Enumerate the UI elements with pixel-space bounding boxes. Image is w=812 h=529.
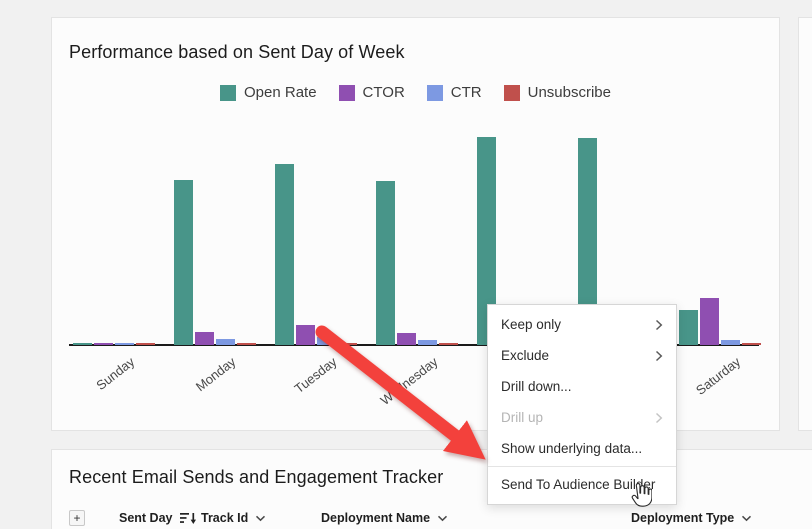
- bar-unsubscribe-monday[interactable]: [237, 343, 256, 345]
- bar-unsubscribe-sunday[interactable]: [136, 343, 155, 345]
- add-column-button[interactable]: +: [69, 510, 85, 526]
- legend-label: CTOR: [362, 84, 405, 101]
- column-header-track-id[interactable]: Track Id: [201, 511, 266, 525]
- column-header-deployment-name[interactable]: Deployment Name: [321, 511, 448, 525]
- bar-ctr-saturday[interactable]: [721, 340, 740, 345]
- column-label: Deployment Type: [631, 511, 735, 525]
- menu-item-label: Exclude: [501, 348, 550, 363]
- menu-item-send-to-audience-builder[interactable]: Send To Audience Builder: [488, 469, 676, 500]
- submenu-chevron-right-icon: [655, 319, 663, 331]
- x-axis-label-monday: Monday: [192, 354, 239, 395]
- legend-swatch-icon: [426, 84, 443, 101]
- menu-item-label: Drill up: [501, 410, 544, 425]
- legend-label: CTR: [450, 84, 482, 101]
- bar-open-rate-friday[interactable]: [578, 138, 597, 345]
- legend-label: Open Rate: [244, 84, 317, 101]
- hand-pointer-cursor: [631, 483, 652, 507]
- menu-item-show-underlying-data[interactable]: Show underlying data...: [488, 433, 676, 464]
- bar-open-rate-monday[interactable]: [174, 180, 193, 345]
- bar-group-sunday: [73, 343, 155, 345]
- bar-open-rate-wednesday[interactable]: [376, 181, 395, 345]
- chart-card: Performance based on Sent Day of Week Op…: [51, 17, 780, 431]
- column-header-sent-day[interactable]: Sent Day: [119, 511, 197, 525]
- menu-item-label: Drill down...: [501, 379, 572, 394]
- legend-swatch-icon: [220, 84, 236, 101]
- bar-group-saturday: [679, 298, 761, 345]
- menu-item-drill-up: Drill up: [488, 402, 676, 433]
- context-menu: Keep only Exclude Drill down... Drill up Sho…: [487, 304, 677, 505]
- submenu-chevron-right-icon: [655, 412, 663, 424]
- red-annotation-arrow: [315, 325, 486, 460]
- legend-label: Unsubscribe: [527, 84, 611, 101]
- x-axis-line: [69, 344, 759, 346]
- bar-open-rate-saturday[interactable]: [679, 310, 698, 345]
- bar-ctor-tuesday[interactable]: [296, 325, 315, 345]
- legend-item-open-rate[interactable]: Open Rate: [220, 84, 317, 101]
- menu-item-keep-only[interactable]: Keep only: [488, 309, 676, 340]
- menu-item-drill-down[interactable]: Drill down...: [488, 371, 676, 402]
- bar-ctor-wednesday[interactable]: [397, 333, 416, 345]
- column-label: Track Id: [201, 511, 249, 525]
- menu-item-exclude[interactable]: Exclude: [488, 340, 676, 371]
- bar-ctr-wednesday[interactable]: [418, 340, 437, 345]
- legend-item-ctr[interactable]: CTR: [426, 84, 482, 101]
- legend-swatch-icon: [503, 84, 520, 101]
- legend-item-ctor[interactable]: CTOR: [338, 84, 405, 101]
- bar-ctr-monday[interactable]: [216, 339, 235, 345]
- legend-swatch-icon: [338, 84, 355, 101]
- bar-ctor-monday[interactable]: [195, 332, 214, 345]
- chevron-down-icon[interactable]: [741, 515, 752, 522]
- column-label: Deployment Name: [321, 511, 431, 525]
- legend-item-unsubscribe[interactable]: Unsubscribe: [503, 84, 611, 101]
- bar-open-rate-thursday[interactable]: [477, 137, 496, 345]
- bar-ctr-sunday[interactable]: [115, 343, 134, 345]
- chevron-down-icon[interactable]: [437, 515, 448, 522]
- column-label: Sent Day: [119, 511, 173, 525]
- bar-group-monday: [174, 180, 256, 345]
- bar-group-wednesday: [376, 181, 458, 345]
- bar-open-rate-sunday[interactable]: [73, 343, 92, 345]
- menu-item-label: Show underlying data...: [501, 441, 643, 456]
- chart-title: Performance based on Sent Day of Week: [69, 42, 405, 62]
- chart-legend: Open Rate CTOR CTR Unsubscribe: [52, 84, 779, 101]
- table-title: Recent Email Sends and Engagement Tracke…: [69, 467, 444, 487]
- chevron-down-icon[interactable]: [255, 515, 266, 522]
- adjacent-card-partial: [798, 17, 812, 431]
- menu-item-label: Keep only: [501, 317, 562, 332]
- menu-item-label: Send To Audience Builder: [501, 477, 656, 492]
- bar-open-rate-tuesday[interactable]: [275, 164, 294, 345]
- bar-ctor-sunday[interactable]: [94, 343, 113, 345]
- column-header-deployment-type[interactable]: Deployment Type: [631, 511, 752, 525]
- bar-ctor-saturday[interactable]: [700, 298, 719, 345]
- bar-unsubscribe-wednesday[interactable]: [439, 343, 458, 345]
- menu-divider: [488, 466, 676, 467]
- table-card: Recent Email Sends and Engagement Tracke…: [51, 449, 812, 529]
- sort-desc-icon[interactable]: [179, 512, 197, 525]
- submenu-chevron-right-icon: [655, 350, 663, 362]
- x-axis-label-sunday: Sunday: [93, 354, 138, 393]
- x-axis-label-saturday: Saturday: [692, 354, 744, 398]
- bar-unsubscribe-saturday[interactable]: [742, 343, 761, 345]
